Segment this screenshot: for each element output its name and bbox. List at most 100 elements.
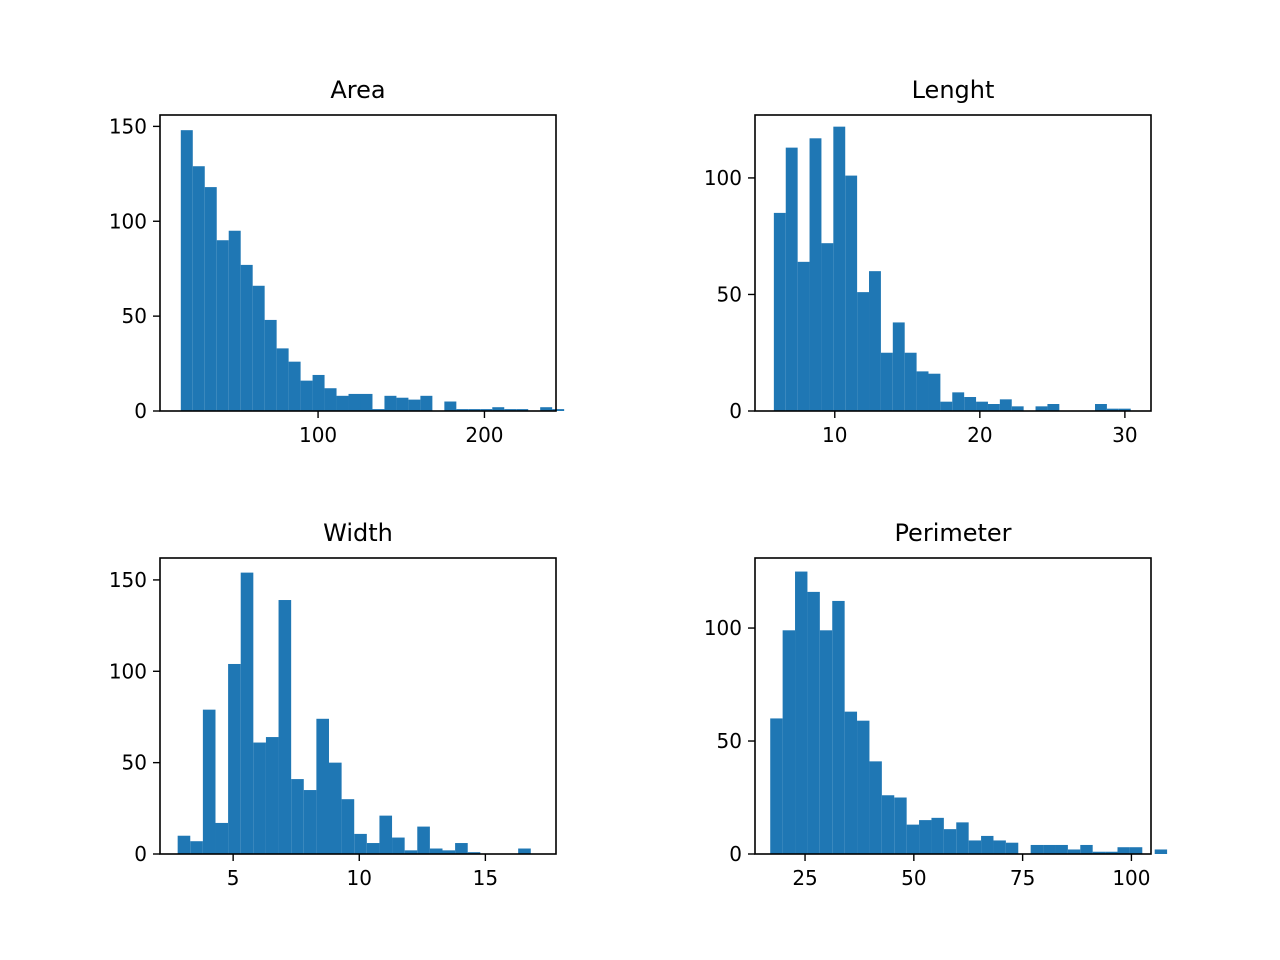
width-bar bbox=[253, 742, 266, 854]
width-bar bbox=[303, 790, 317, 854]
area-bar bbox=[456, 409, 469, 411]
area-bar bbox=[288, 361, 301, 411]
area-bar bbox=[300, 380, 313, 411]
length-x-tick-label: 10 bbox=[822, 423, 847, 447]
perimeter-bar bbox=[981, 835, 994, 854]
perimeter-bar bbox=[782, 630, 796, 854]
length-bar bbox=[987, 404, 1000, 411]
area-bar bbox=[552, 409, 565, 411]
perimeter-x-tick-label: 75 bbox=[1010, 866, 1035, 890]
width-bar bbox=[316, 718, 329, 854]
width-bar bbox=[278, 600, 292, 854]
length-bar bbox=[976, 401, 988, 411]
width-bar bbox=[341, 799, 355, 854]
area-y-tick-label: 100 bbox=[109, 209, 147, 233]
perimeter-title: Perimeter bbox=[894, 519, 1011, 547]
width-bar bbox=[202, 709, 216, 854]
width-bar bbox=[417, 826, 430, 854]
width-bar bbox=[291, 779, 304, 854]
perimeter-bar bbox=[894, 797, 907, 854]
width-bar bbox=[215, 822, 229, 854]
area-bar bbox=[264, 319, 277, 411]
area-y-tick-label: 0 bbox=[134, 399, 147, 423]
area-x-tick-label: 200 bbox=[465, 423, 503, 447]
length-bar bbox=[1095, 404, 1107, 411]
length-x-tick-label: 20 bbox=[967, 423, 992, 447]
length-y-tick-label: 0 bbox=[729, 399, 742, 423]
area-bar bbox=[324, 388, 337, 411]
length-bar bbox=[964, 397, 977, 411]
area-axes-frame bbox=[159, 114, 557, 412]
length-bar bbox=[821, 243, 834, 411]
perimeter-bar bbox=[1067, 849, 1081, 854]
area-title: Area bbox=[330, 76, 385, 104]
length-bar bbox=[940, 401, 953, 411]
length-y-tick-label: 100 bbox=[704, 166, 742, 190]
perimeter-bar bbox=[770, 718, 783, 854]
length-bar bbox=[845, 175, 858, 411]
width-bar bbox=[518, 848, 531, 854]
area-bar bbox=[348, 393, 361, 411]
area-bar bbox=[408, 399, 421, 411]
length-bar bbox=[999, 399, 1012, 411]
perimeter-bar bbox=[993, 840, 1006, 854]
width-x-tick-label: 10 bbox=[347, 866, 372, 890]
width-bar bbox=[328, 762, 342, 854]
length-bar bbox=[916, 371, 929, 411]
width-bar bbox=[467, 852, 481, 854]
perimeter-bar bbox=[1105, 851, 1118, 854]
area-bar bbox=[420, 395, 433, 411]
width-bar bbox=[429, 848, 443, 854]
area-bar bbox=[360, 393, 373, 411]
perimeter-bar bbox=[807, 591, 820, 854]
area-bar bbox=[396, 397, 409, 411]
area-bar bbox=[204, 187, 217, 411]
perimeter-bar bbox=[869, 761, 882, 854]
area-bar bbox=[216, 240, 229, 411]
width-bar bbox=[379, 815, 393, 854]
area-bar bbox=[444, 401, 457, 411]
area-y-tick-label: 150 bbox=[109, 114, 147, 138]
area-histogram: 100 200 0 50 100 150 Area bbox=[109, 76, 565, 447]
perimeter-bar bbox=[968, 840, 982, 854]
length-bar bbox=[892, 322, 905, 411]
perimeter-histogram: 25 50 75 100 0 50 100 Perimeter bbox=[704, 519, 1168, 890]
length-bar bbox=[833, 126, 846, 412]
area-x-tick-label: 100 bbox=[299, 423, 337, 447]
length-bar bbox=[869, 271, 881, 411]
perimeter-bar bbox=[795, 571, 808, 854]
perimeter-bar bbox=[1092, 851, 1106, 854]
perimeter-bar bbox=[857, 720, 870, 854]
perimeter-bar bbox=[1117, 847, 1130, 854]
area-bar bbox=[468, 409, 481, 411]
width-y-tick-label: 150 bbox=[109, 568, 147, 592]
perimeter-bar bbox=[931, 817, 944, 854]
length-bar bbox=[773, 212, 786, 411]
length-histogram: 10 20 30 0 50 100 Lenght bbox=[704, 76, 1152, 447]
length-bar bbox=[857, 292, 870, 411]
length-bar bbox=[785, 147, 798, 411]
width-bar bbox=[228, 663, 241, 854]
length-bar bbox=[928, 373, 941, 411]
perimeter-bar bbox=[906, 824, 920, 854]
area-bar bbox=[492, 407, 505, 411]
perimeter-bar bbox=[1154, 849, 1168, 854]
perimeter-bar bbox=[1043, 844, 1056, 854]
width-y-tick-label: 100 bbox=[109, 659, 147, 683]
perimeter-x-tick-label: 50 bbox=[901, 866, 926, 890]
area-bar bbox=[228, 230, 241, 411]
width-bar bbox=[455, 843, 468, 854]
width-x-tick-label: 5 bbox=[227, 866, 240, 890]
area-bar bbox=[372, 409, 385, 411]
width-bar bbox=[442, 850, 456, 854]
width-y-tick-label: 50 bbox=[122, 751, 147, 775]
length-x-tick-label: 30 bbox=[1112, 423, 1137, 447]
area-bar bbox=[276, 348, 289, 411]
perimeter-bar bbox=[1055, 844, 1068, 854]
width-bar bbox=[265, 737, 279, 854]
area-bar bbox=[336, 395, 349, 411]
perimeter-y-tick-label: 100 bbox=[704, 616, 742, 640]
perimeter-axes-frame bbox=[754, 557, 1152, 855]
width-bar bbox=[177, 835, 191, 854]
